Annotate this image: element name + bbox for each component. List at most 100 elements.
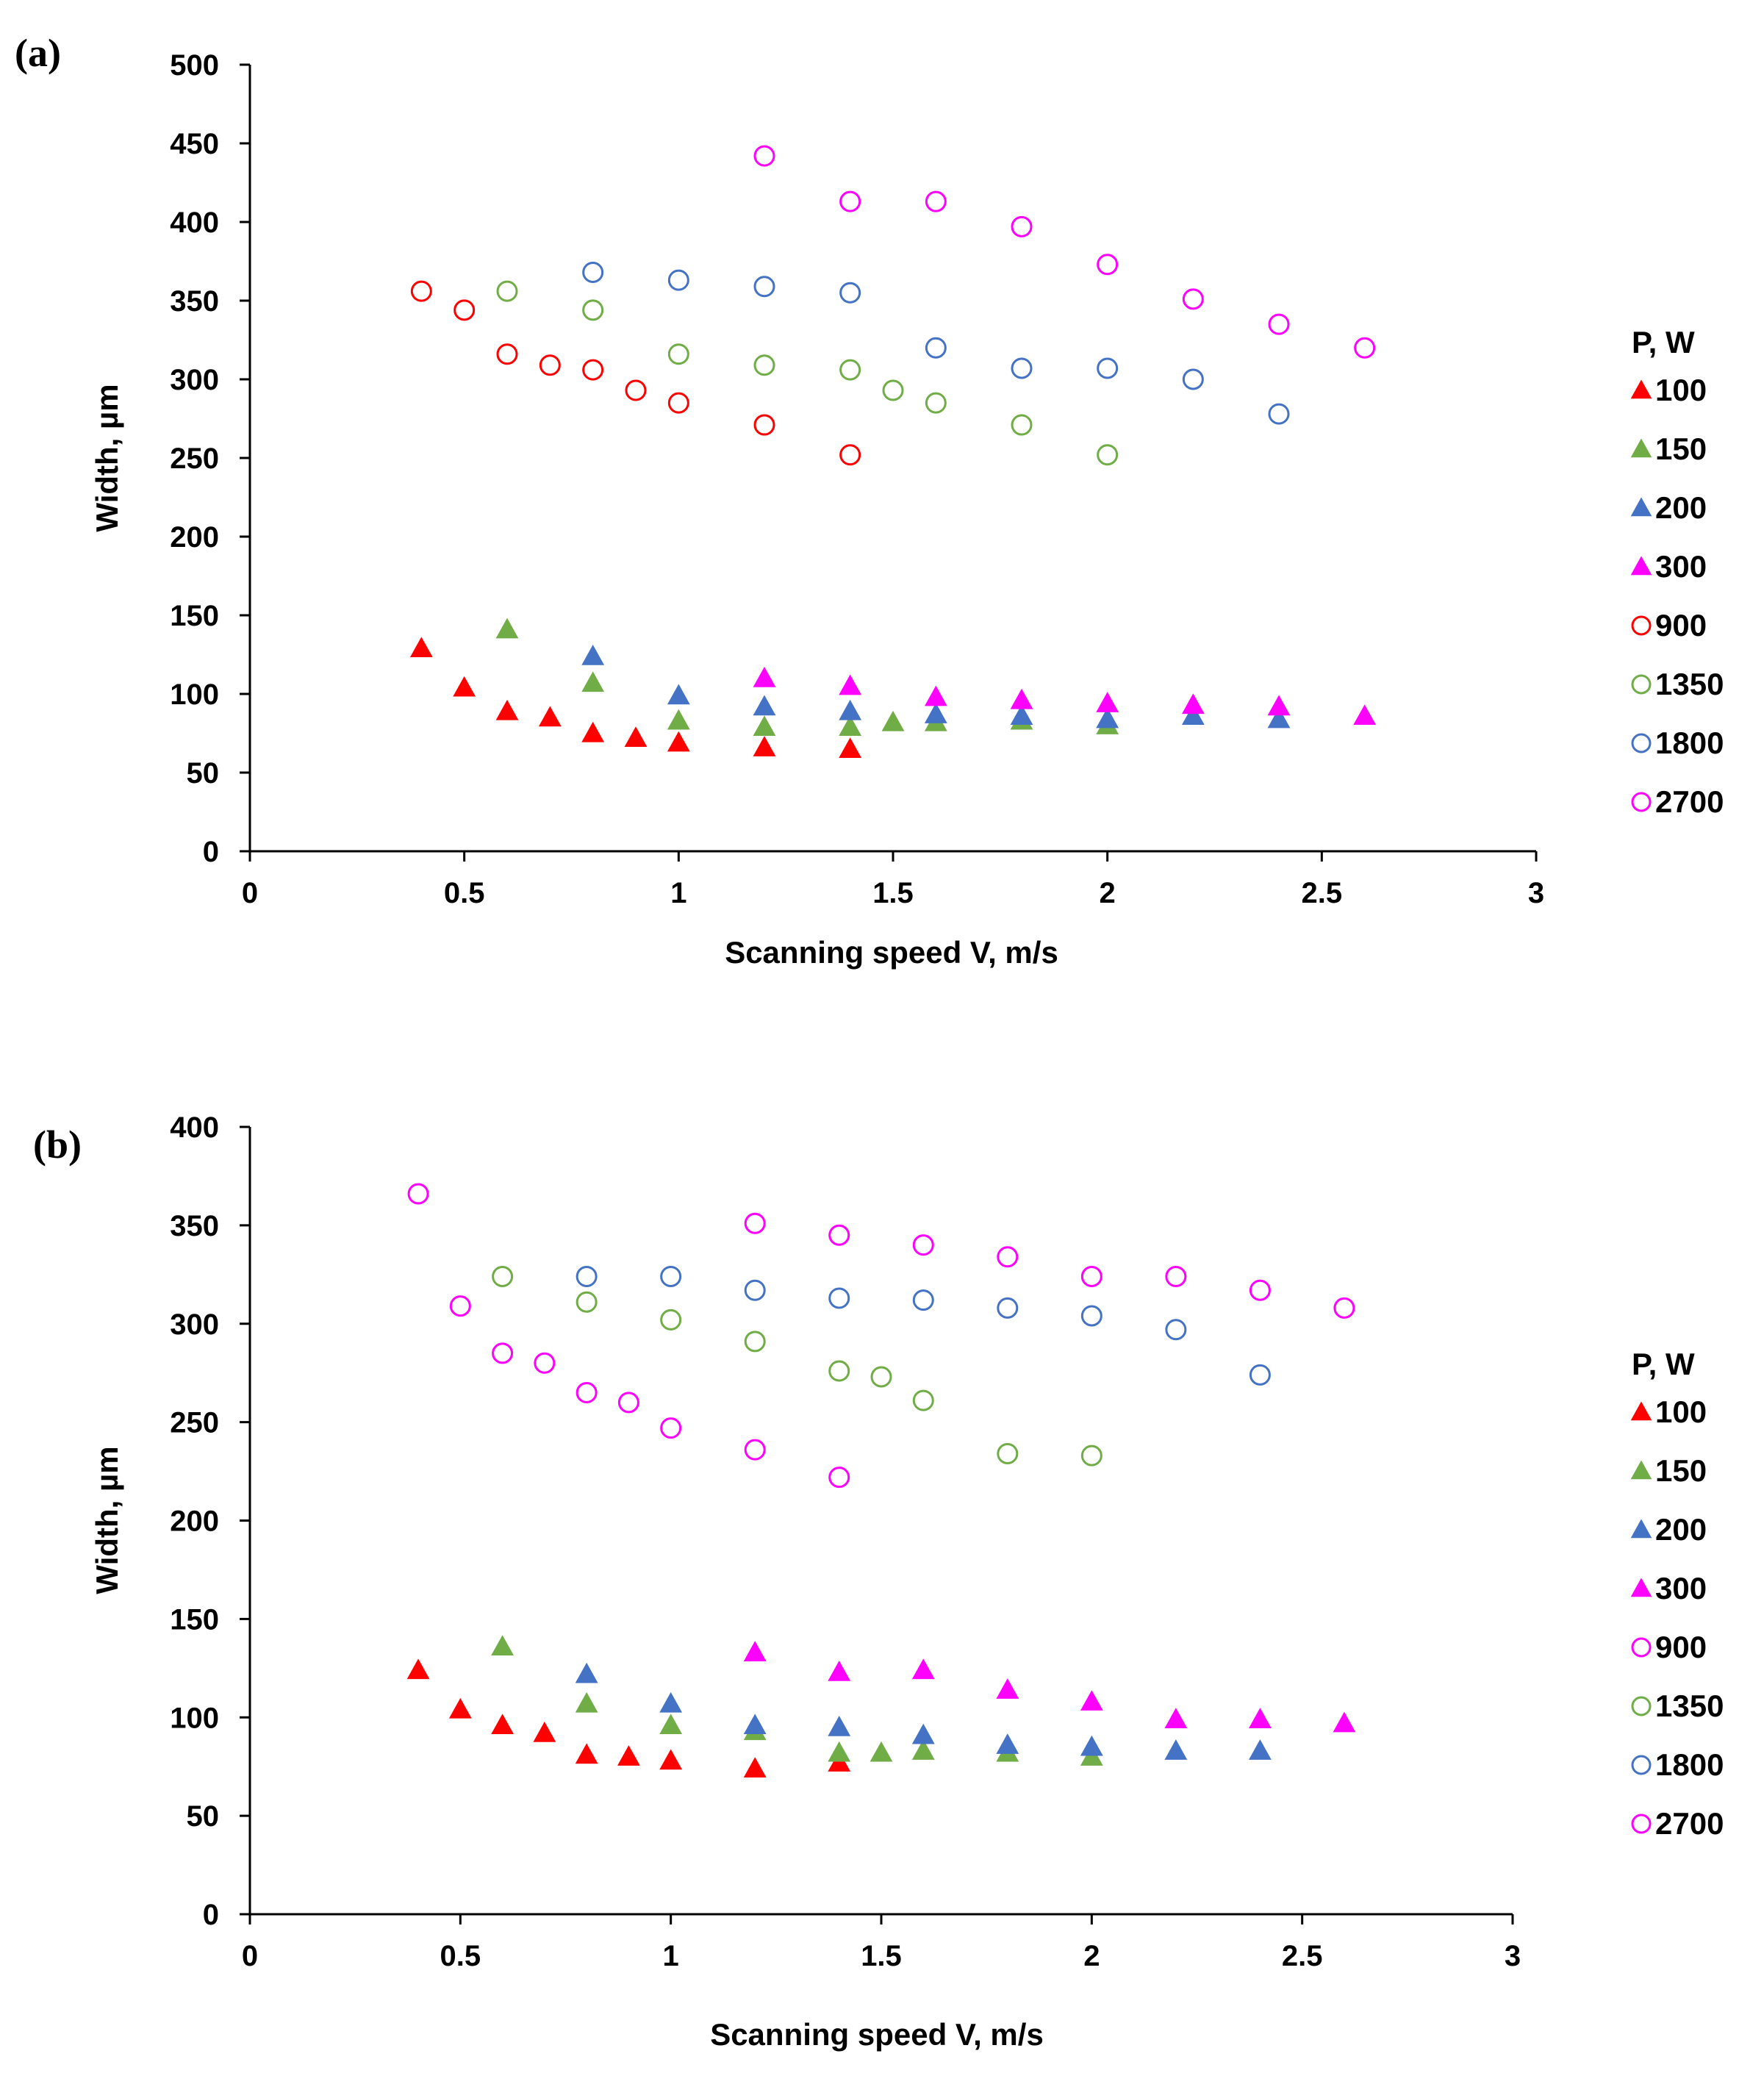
legend-label: 1800 [1655, 1747, 1724, 1782]
data-point-circle [912, 1234, 934, 1256]
series-100 [409, 637, 862, 758]
data-point-triangle [924, 703, 947, 723]
data-point-circle [582, 299, 604, 321]
data-point-circle [1080, 1305, 1102, 1327]
legend-label: 150 [1655, 432, 1707, 466]
data-point-triangle [448, 1697, 472, 1719]
data-point-circle [582, 359, 604, 381]
series-300 [743, 1641, 1356, 1733]
data-point-triangle [1164, 1739, 1188, 1760]
data-point-triangle [624, 726, 648, 748]
series-2700 [753, 145, 1376, 359]
data-point-circle [1249, 1279, 1271, 1301]
data-point-triangle [911, 1739, 935, 1760]
legend-marker-circle [1631, 1814, 1652, 1834]
x-tick-label: 1 [663, 1940, 679, 1972]
data-point-circle [1268, 313, 1290, 335]
legend-label: 150 [1655, 1453, 1707, 1488]
data-point-triangle [924, 685, 947, 706]
data-point-triangle [1096, 692, 1119, 712]
y-tick-label: 100 [170, 679, 219, 711]
x-tick-label: 2 [1083, 1940, 1100, 1972]
legend-marker-triangle [1630, 438, 1652, 458]
data-point-circle [1333, 1297, 1355, 1319]
chart-panel-a: (a) 0 50 100 150 200 250 300 350 400 450 500 0 0.5 1 1.… [15, 31, 1724, 970]
y-tick-label: 200 [170, 521, 219, 554]
data-point-circle [1097, 357, 1119, 379]
data-point-triangle [491, 1714, 514, 1735]
panel-label: (b) [33, 1123, 82, 1167]
legend-label: 200 [1655, 1512, 1707, 1547]
y-tick-label: 50 [187, 757, 220, 790]
legend-marker-circle [1631, 1755, 1652, 1775]
y-tick-label: 400 [170, 1111, 219, 1144]
data-point-triangle [839, 737, 862, 758]
data-point-circle [667, 392, 689, 414]
data-point-circle [753, 145, 775, 167]
x-tick-label: 2.5 [1282, 1940, 1323, 1972]
legend-label: 1800 [1655, 726, 1724, 760]
data-point-circle [753, 354, 775, 376]
data-point-circle [925, 392, 947, 414]
data-point-circle [1249, 1364, 1271, 1386]
data-point-triangle [581, 645, 605, 665]
data-point-triangle [667, 684, 690, 705]
data-point-triangle [881, 710, 905, 731]
y-tick-label: 0 [203, 836, 219, 868]
data-point-circle [839, 444, 861, 466]
data-point-triangle [581, 671, 605, 692]
data-point-triangle [1249, 1708, 1272, 1729]
legend-label: 300 [1655, 549, 1707, 584]
series-300 [753, 666, 1377, 726]
y-tick-label: 300 [170, 1308, 219, 1341]
legend-label: 100 [1655, 373, 1707, 407]
data-point-triangle [659, 1714, 683, 1735]
data-point-triangle [828, 1661, 851, 1681]
data-point-circle [1080, 1444, 1102, 1467]
y-axis-title: Width, µm [90, 384, 124, 531]
data-point-circle [925, 190, 947, 212]
data-point-triangle [743, 1757, 767, 1777]
x-tick-label: 3 [1528, 877, 1544, 909]
series-100 [406, 1658, 851, 1777]
data-point-circle [667, 343, 689, 365]
series-1350 [492, 1265, 1102, 1467]
x-tick-label: 2 [1100, 877, 1116, 909]
x-tick-label: 3 [1505, 1940, 1521, 1972]
data-point-triangle [533, 1722, 556, 1742]
data-point-circle [1354, 337, 1376, 359]
x-tick-label: 1.5 [861, 1940, 902, 1972]
data-point-triangle [453, 676, 476, 697]
legend-label: 200 [1655, 490, 1707, 525]
data-point-triangle [667, 709, 690, 730]
x-axis-title: Scanning speed V, m/s [725, 935, 1058, 970]
data-point-circle [828, 1224, 850, 1246]
y-tick-label: 400 [170, 207, 219, 239]
y-tick-label: 300 [170, 364, 219, 396]
series-2700 [744, 1212, 1355, 1319]
legend: P, W 100 150 200 300 900 1350 1800 2700 [1630, 325, 1724, 819]
data-point-triangle [1267, 695, 1291, 716]
data-point-circle [744, 1439, 766, 1461]
data-point-circle [997, 1442, 1019, 1464]
legend-marker-triangle [1630, 1578, 1652, 1597]
data-point-circle [1080, 1265, 1102, 1287]
data-point-triangle [406, 1658, 430, 1680]
data-point-triangle [839, 699, 862, 720]
data-point-circle [667, 269, 689, 291]
y-axis-title: Width, µm [90, 1446, 124, 1594]
data-point-circle [660, 1417, 682, 1439]
x-tick-label: 2.5 [1302, 877, 1343, 909]
data-point-circle [534, 1352, 556, 1374]
x-tick-label: 0 [242, 877, 258, 909]
x-tick-label: 0 [242, 1940, 258, 1972]
data-point-triangle [828, 1741, 851, 1762]
data-point-circle [1011, 215, 1033, 237]
y-tick-label: 250 [170, 1407, 219, 1439]
y-tick-label: 150 [170, 1603, 219, 1636]
data-point-circle [449, 1295, 471, 1317]
data-point-triangle [575, 1662, 598, 1683]
data-point-circle [744, 1279, 766, 1301]
data-point-triangle [491, 1635, 514, 1655]
